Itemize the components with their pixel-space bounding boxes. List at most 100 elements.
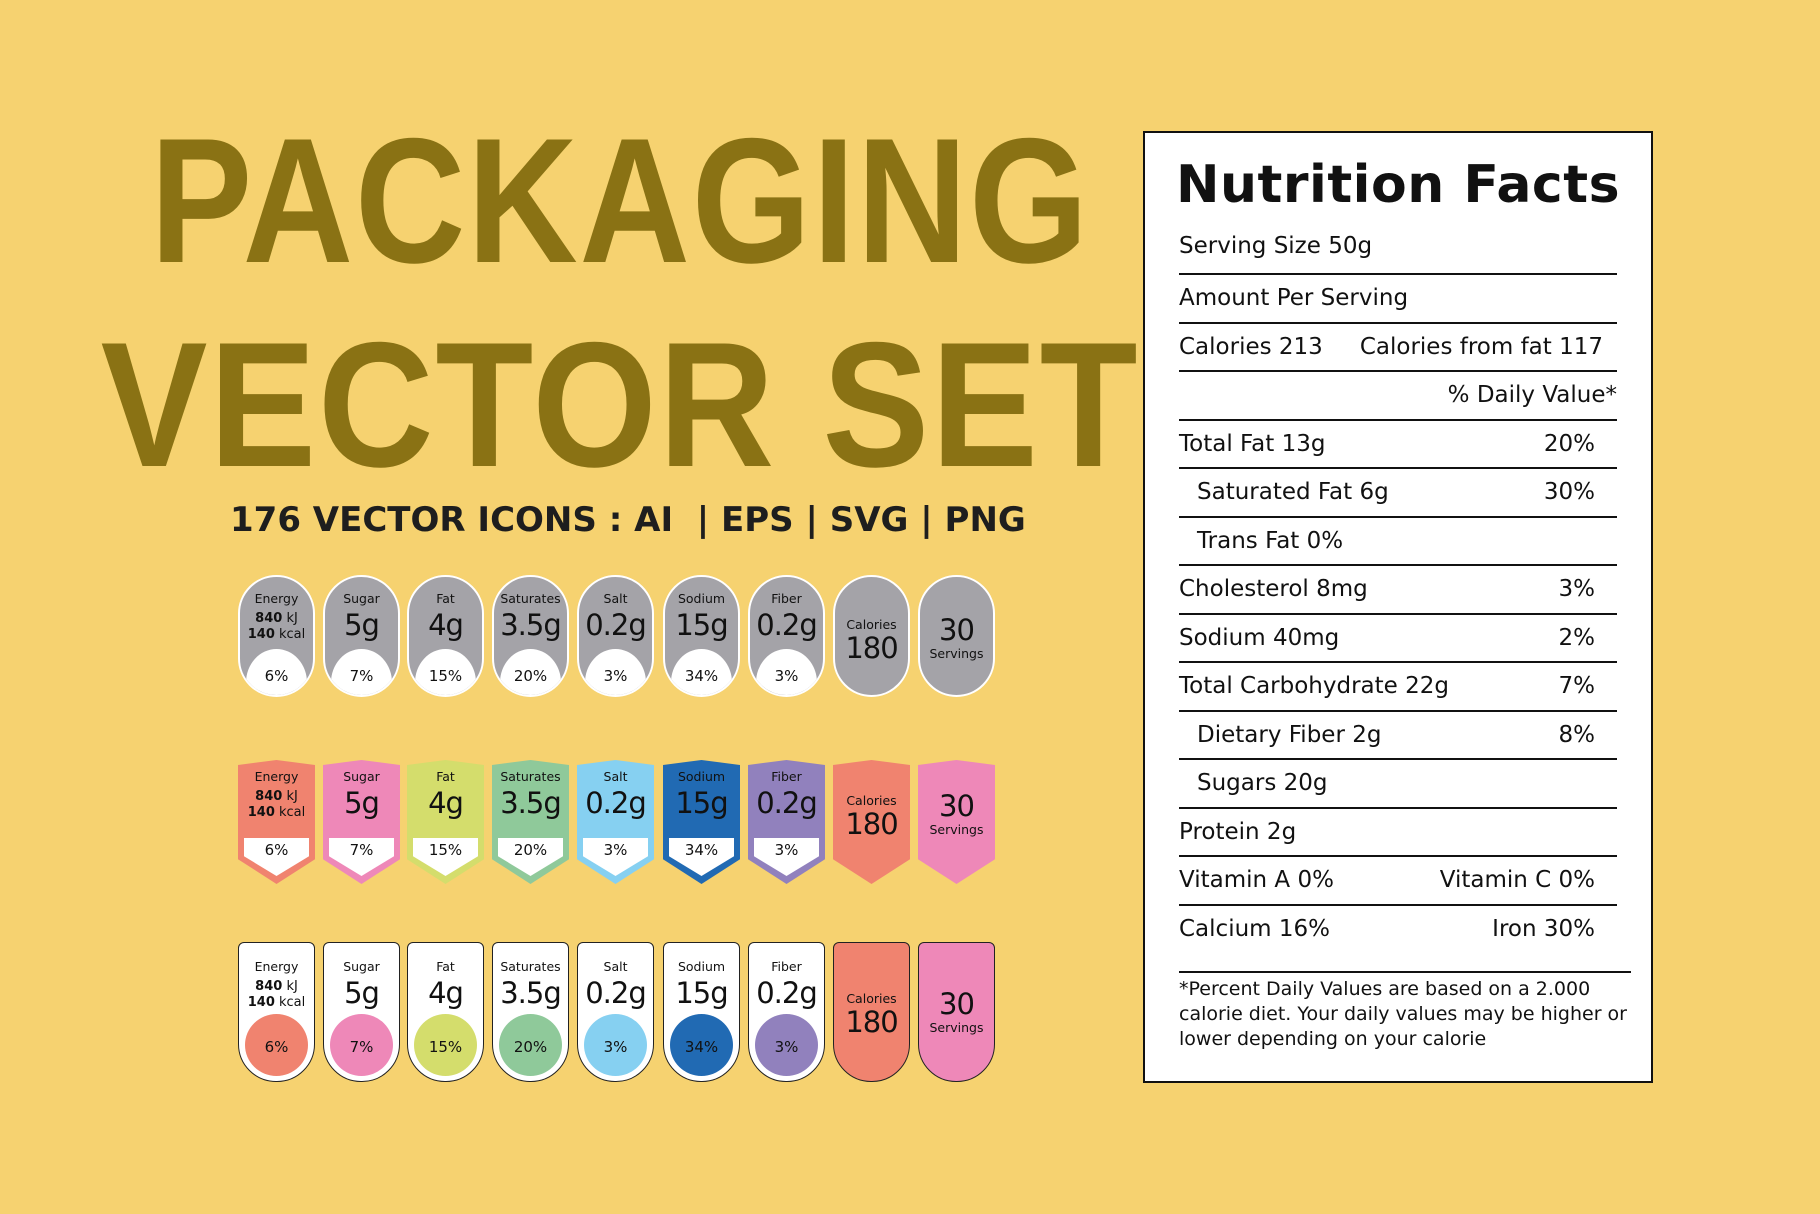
nutrient-value: 20%	[1543, 430, 1595, 457]
percent-circle	[584, 1014, 647, 1076]
calories-label: Calories	[846, 617, 897, 632]
badge-value: 0.2g	[756, 786, 818, 820]
title-line-1: PACKAGING	[150, 101, 1090, 300]
nutrient-name: Calcium 16%	[1179, 915, 1330, 942]
nutrient-name: Vitamin A 0%	[1179, 867, 1334, 894]
nutrition-row: Cholesterol 8mg 3%	[1179, 564, 1617, 613]
calories-label: Calories	[846, 991, 897, 1006]
badge-value: 4g	[428, 976, 464, 1010]
energy-unit: kJ	[282, 611, 298, 626]
nutrient-name: Protein 2g	[1179, 818, 1297, 845]
badge-percent: 7%	[349, 841, 374, 859]
badge-label: Sugar	[343, 959, 380, 974]
badge-label: Fiber	[771, 591, 802, 606]
badge-percent: 3%	[603, 841, 628, 859]
nutrition-row: Calories 213 Calories from fat 117	[1179, 321, 1617, 371]
nutrition-row: % Daily Value*	[1179, 370, 1617, 419]
nutrient-badge-sugar: Sugar 5g 7%	[323, 575, 400, 697]
nutrient-badge-sodium: Sodium 15g 34%	[663, 942, 740, 1082]
nutrient-badge-energy: Energy 840 kJ 140 kcal 6%	[238, 942, 315, 1082]
nutrient-value: 3%	[1558, 576, 1596, 603]
percent-circle	[755, 1014, 818, 1076]
nutrient-badge-energy: Energy 840 kJ 140 kcal 6%	[238, 760, 315, 884]
badge-value: 15g	[675, 608, 728, 642]
energy-number: 840	[255, 789, 283, 804]
badge-percent: 15%	[428, 841, 463, 859]
badge-percent: 7%	[349, 1038, 374, 1056]
servings-value: 30	[939, 987, 975, 1021]
nutrition-row: Sodium 40mg 2%	[1179, 612, 1617, 662]
badge-label: Saturates	[500, 591, 561, 606]
nutrient-badge-saturates: Saturates 3.5g 20%	[492, 575, 569, 697]
calories-value: 180	[845, 1005, 898, 1039]
energy-line: 840 kJ	[238, 789, 315, 805]
badge-value: 4g	[428, 608, 464, 642]
servings-label: Servings	[929, 1020, 984, 1035]
nutrient-name: Trans Fat 0%	[1197, 527, 1344, 554]
nutrient-name: Dietary Fiber 2g	[1197, 721, 1382, 748]
nutrition-rows: Amount Per Serving Calories 213 Calories f…	[1179, 273, 1617, 952]
badge-percent: 15%	[428, 1038, 463, 1056]
badge-value: 15g	[675, 976, 728, 1010]
badge-label: Energy	[254, 959, 299, 974]
badge-value: 0.2g	[585, 608, 647, 642]
title-line-2: VECTOR SET	[100, 305, 1140, 504]
badge-percent: 15%	[428, 667, 463, 685]
nutrition-row: Total Fat 13g 20%	[1179, 418, 1617, 468]
badge-value: 5g	[344, 976, 380, 1010]
calories-badge: Calories 180	[833, 575, 910, 697]
energy-unit: kcal	[274, 805, 306, 820]
badge-percent: 3%	[774, 1038, 799, 1056]
nutrition-row: Saturated Fat 6g 30%	[1179, 467, 1617, 516]
nutrient-value: 2%	[1558, 624, 1596, 651]
badge-value: 4g	[428, 786, 464, 820]
badge-percent: 3%	[774, 841, 799, 859]
footnote: *Percent Daily Values are based on a 2.0…	[1179, 971, 1631, 1052]
badge-value: 5g	[344, 786, 380, 820]
energy-line: 140 kcal	[240, 627, 313, 643]
energy-line: 840 kJ	[239, 979, 314, 995]
nutrient-value: Vitamin C 0%	[1439, 867, 1595, 894]
energy-unit: kcal	[274, 995, 306, 1010]
servings-value: 30	[939, 613, 975, 647]
nutrient-name: Calories 213	[1179, 333, 1323, 360]
badge-percent: 6%	[264, 1038, 289, 1056]
energy-unit: kcal	[274, 627, 306, 642]
nutrient-value: Calories from fat 117	[1359, 333, 1603, 360]
percent-area	[585, 649, 646, 695]
nutrition-row: Total Carbohydrate 22g 7%	[1179, 661, 1617, 710]
nutrient-badge-fat: Fat 4g 15%	[407, 760, 484, 884]
nutrient-badge-fiber: Fiber 0.2g 3%	[748, 760, 825, 884]
percent-circle	[499, 1014, 562, 1076]
calories-badge: Calories 180	[833, 760, 910, 884]
energy-number: 840	[255, 611, 283, 626]
badge-label: Fat	[436, 591, 455, 606]
nutrient-name: Sodium 40mg	[1179, 624, 1340, 651]
nutrition-facts-title: Nutrition Facts	[1175, 155, 1621, 215]
nutrient-name: Total Carbohydrate 22g	[1179, 673, 1449, 700]
badge-label: Salt	[603, 591, 628, 606]
badge-value: 0.2g	[756, 976, 818, 1010]
energy-value: 840 kJ 140 kcal	[240, 611, 313, 643]
nutrient-badge-fat: Fat 4g 15%	[407, 575, 484, 697]
badge-value: 15g	[675, 786, 728, 820]
badge-percent: 7%	[349, 667, 374, 685]
nutrient-badge-energy: Energy 840 kJ 140 kcal 6%	[238, 575, 315, 697]
badge-percent: 3%	[603, 667, 628, 685]
energy-line: 140 kcal	[238, 805, 315, 821]
percent-circle	[670, 1014, 733, 1076]
percent-area	[415, 649, 476, 695]
badge-percent: 6%	[264, 667, 289, 685]
nutrient-name: Total Fat 13g	[1179, 430, 1326, 457]
calories-value: 180	[845, 807, 898, 841]
nutrient-name: Cholesterol 8mg	[1179, 576, 1368, 603]
nutrition-row: Dietary Fiber 2g 8%	[1179, 709, 1617, 759]
nutrient-badge-saturates: Saturates 3.5g 20%	[492, 942, 569, 1082]
badge-label: Salt	[603, 769, 628, 784]
badge-label: Saturates	[500, 959, 561, 974]
badge-value: 3.5g	[500, 976, 562, 1010]
nutrition-row: Trans Fat 0%	[1179, 515, 1617, 565]
nutrient-value: 7%	[1558, 673, 1596, 700]
badge-label: Energy	[254, 769, 299, 784]
nutrient-badge-saturates: Saturates 3.5g 20%	[492, 760, 569, 884]
